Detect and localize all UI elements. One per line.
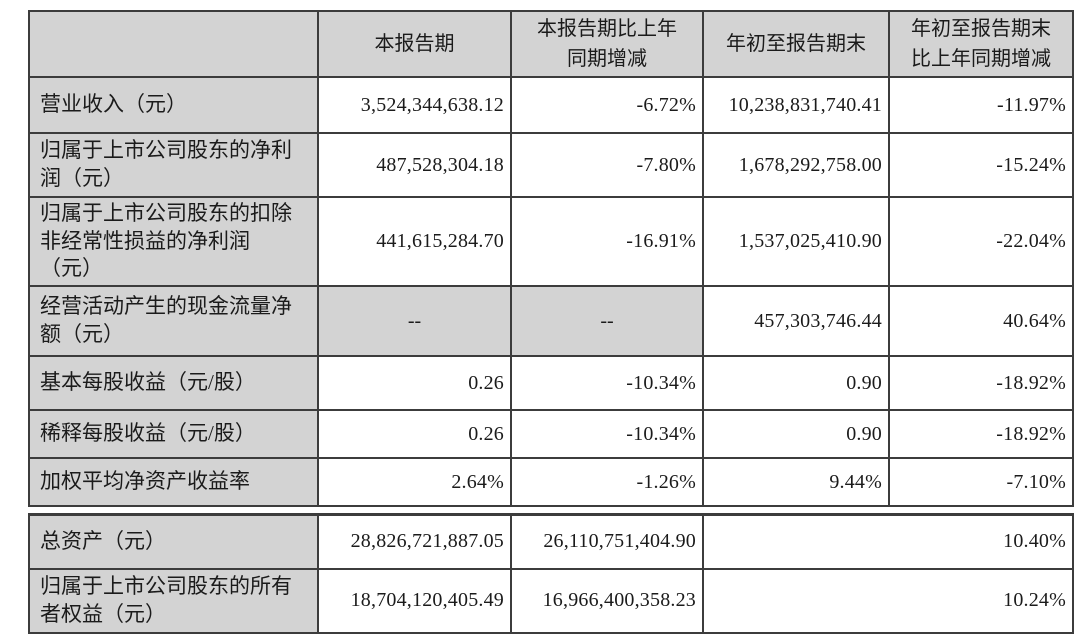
value-cell: 1,537,025,410.90	[702, 195, 890, 288]
value-cell: -7.10%	[888, 457, 1074, 508]
value-cell: 9.44%	[702, 457, 890, 508]
row-label: 稀释每股收益（元/股）	[28, 409, 319, 460]
row-operating-revenue: 营业收入（元） 3,524,344,638.12 -6.72% 10,238,8…	[28, 76, 1074, 134]
value-cell: 0.26	[317, 355, 512, 412]
row-label: 总资产（元）	[28, 513, 319, 570]
row-label: 归属于上市公司股东的所有 者权益（元）	[28, 567, 319, 634]
value-cell: -7.80%	[510, 132, 704, 198]
value-cell: 457,303,746.44	[702, 285, 890, 358]
value-cell: -10.34%	[510, 409, 704, 460]
header-ytd: 年初至报告期末	[702, 10, 890, 78]
value-cell: 0.90	[702, 355, 890, 412]
value-cell: 26,110,751,404.90	[510, 513, 704, 570]
value-cell: -18.92%	[888, 409, 1074, 460]
row-net-profit: 归属于上市公司股东的净利 润（元） 487,528,304.18 -7.80% …	[28, 132, 1074, 198]
value-cell: --	[317, 285, 512, 358]
row-diluted-eps: 稀释每股收益（元/股） 0.26 -10.34% 0.90 -18.92%	[28, 409, 1074, 460]
header-ytd-yoy: 年初至报告期末 比上年同期增减	[888, 10, 1074, 78]
row-label: 经营活动产生的现金流量净 额（元）	[28, 285, 319, 358]
row-label: 归属于上市公司股东的扣除 非经常性损益的净利润 （元）	[28, 195, 319, 288]
value-cell: 3,524,344,638.12	[317, 76, 512, 134]
value-cell: -18.92%	[888, 355, 1074, 412]
header-current-period: 本报告期	[317, 10, 512, 78]
value-cell: 18,704,120,405.49	[317, 567, 512, 634]
value-cell: -1.26%	[510, 457, 704, 508]
value-cell: 10,238,831,740.41	[702, 76, 890, 134]
row-total-assets: 总资产（元） 28,826,721,887.05 26,110,751,404.…	[28, 513, 1074, 570]
value-cell: 28,826,721,887.05	[317, 513, 512, 570]
row-weighted-avg-roe: 加权平均净资产收益率 2.64% -1.26% 9.44% -7.10%	[28, 457, 1074, 508]
value-cell: 0.90	[702, 409, 890, 460]
row-label: 归属于上市公司股东的净利 润（元）	[28, 132, 319, 198]
row-label: 基本每股收益（元/股）	[28, 355, 319, 412]
row-net-profit-excl-nonrecurring: 归属于上市公司股东的扣除 非经常性损益的净利润 （元） 441,615,284.…	[28, 195, 1074, 288]
value-cell: -11.97%	[888, 76, 1074, 134]
row-label: 加权平均净资产收益率	[28, 457, 319, 508]
value-cell: 40.64%	[888, 285, 1074, 358]
header-row: 本报告期 本报告期比上年 同期增减 年初至报告期末 年初至报告期末 比上年同期增…	[28, 10, 1074, 78]
value-cell: 16,966,400,358.23	[510, 567, 704, 634]
row-equity-attributable: 归属于上市公司股东的所有 者权益（元） 18,704,120,405.49 16…	[28, 567, 1074, 634]
value-cell-merged: 10.24%	[702, 567, 1074, 634]
value-cell: 0.26	[317, 409, 512, 460]
value-cell: -22.04%	[888, 195, 1074, 288]
value-cell: -6.72%	[510, 76, 704, 134]
value-cell: 487,528,304.18	[317, 132, 512, 198]
balance-sheet-table: 总资产（元） 28,826,721,887.05 26,110,751,404.…	[28, 513, 1074, 634]
value-cell-merged: 10.40%	[702, 513, 1074, 570]
header-current-period-yoy: 本报告期比上年 同期增减	[510, 10, 704, 78]
key-financials-table: 本报告期 本报告期比上年 同期增减 年初至报告期末 年初至报告期末 比上年同期增…	[28, 10, 1074, 508]
value-cell: -15.24%	[888, 132, 1074, 198]
value-cell: 2.64%	[317, 457, 512, 508]
header-corner-cell	[28, 10, 319, 78]
row-basic-eps: 基本每股收益（元/股） 0.26 -10.34% 0.90 -18.92%	[28, 355, 1074, 412]
value-cell: -16.91%	[510, 195, 704, 288]
row-label: 营业收入（元）	[28, 76, 319, 134]
value-cell: 441,615,284.70	[317, 195, 512, 288]
value-cell: 1,678,292,758.00	[702, 132, 890, 198]
value-cell: --	[510, 285, 704, 358]
value-cell: -10.34%	[510, 355, 704, 412]
row-operating-cash-flow: 经营活动产生的现金流量净 额（元） -- -- 457,303,746.44 4…	[28, 285, 1074, 358]
